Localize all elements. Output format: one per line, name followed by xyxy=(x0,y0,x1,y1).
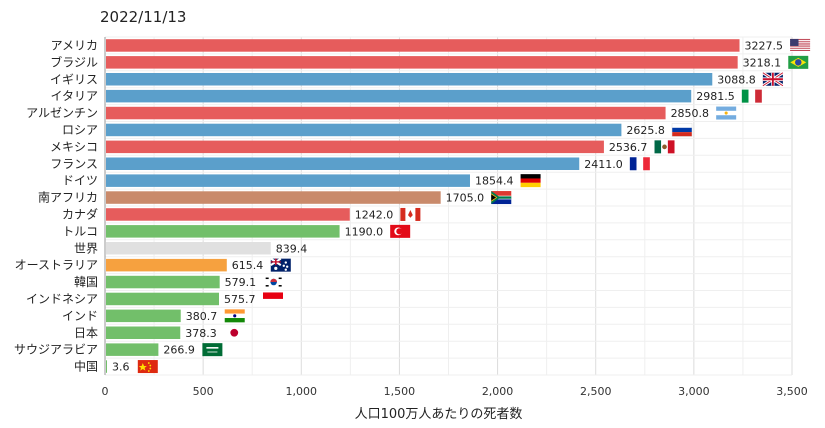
value-label: 1242.0 xyxy=(355,208,394,221)
x-tick-label: 3,500 xyxy=(776,385,808,398)
in-flag xyxy=(224,309,245,323)
value-label: 2536.7 xyxy=(609,141,648,154)
value-label: 3.6 xyxy=(112,361,130,374)
bar xyxy=(106,258,227,272)
x-axis-title: 人口100万人あたりの死者数 xyxy=(355,407,523,422)
category-label: サウジアラビア xyxy=(14,343,98,357)
bar xyxy=(106,174,470,187)
value-label: 2411.0 xyxy=(584,158,623,171)
value-label: 839.4 xyxy=(276,242,308,255)
us-flag xyxy=(790,38,811,52)
category-label: アメリカ xyxy=(51,38,98,52)
value-label: 579.1 xyxy=(225,276,257,289)
bar xyxy=(106,292,220,306)
category-label: 中国 xyxy=(74,359,98,374)
value-label: 380.7 xyxy=(186,310,218,323)
bar xyxy=(106,208,350,221)
cn-flag xyxy=(137,360,158,374)
gb-flag xyxy=(762,71,784,88)
br-flag xyxy=(788,55,809,69)
category-label: オーストラリア xyxy=(15,258,98,272)
ca-flag xyxy=(400,207,421,221)
category-label: カナダ xyxy=(62,206,98,221)
category-label: ドイツ xyxy=(62,174,98,188)
category-label: イギリス xyxy=(50,72,98,86)
bar xyxy=(106,89,692,103)
category-label: トルコ xyxy=(62,224,98,238)
fr-flag xyxy=(629,157,650,171)
bar xyxy=(106,140,604,154)
bar xyxy=(106,326,181,340)
id-flag xyxy=(263,292,284,306)
value-label: 3218.1 xyxy=(743,56,782,69)
category-label: ロシア xyxy=(62,123,98,137)
bar xyxy=(106,72,713,86)
category-label: イタリア xyxy=(50,89,98,103)
x-tick-label: 500 xyxy=(193,385,214,398)
bar xyxy=(106,343,159,356)
category-label: 世界 xyxy=(74,241,98,255)
category-label: メキシコ xyxy=(50,140,98,154)
bar xyxy=(106,225,340,238)
x-tick-label: 3,000 xyxy=(678,385,710,398)
value-label: 3088.8 xyxy=(717,73,756,86)
au-flag xyxy=(270,257,291,272)
x-tick-label: 1,500 xyxy=(384,385,416,398)
za-flag xyxy=(491,191,512,205)
value-label: 378.3 xyxy=(185,327,217,340)
value-label: 615.4 xyxy=(232,259,264,272)
value-label: 266.9 xyxy=(163,344,195,357)
date-label: 2022/11/13 xyxy=(100,8,187,26)
category-label: アルゼンチン xyxy=(26,106,98,120)
bar xyxy=(106,275,220,289)
category-label: 韓国 xyxy=(74,275,98,289)
bar xyxy=(106,157,580,171)
de-flag xyxy=(520,174,541,188)
bar xyxy=(106,39,740,52)
bar xyxy=(106,241,271,255)
value-label: 1854.4 xyxy=(475,175,513,188)
it-flag xyxy=(741,89,762,103)
bar xyxy=(106,123,622,137)
bar xyxy=(106,309,181,323)
bar xyxy=(106,191,441,204)
ar-flag xyxy=(716,106,737,120)
bar xyxy=(106,360,107,373)
value-label: 575.7 xyxy=(224,293,256,306)
x-tick-label: 2,500 xyxy=(580,385,612,398)
sa-flag xyxy=(202,343,223,357)
category-label: インドネシア xyxy=(26,292,98,306)
value-label: 1190.0 xyxy=(345,225,384,238)
value-label: 2625.8 xyxy=(626,124,665,137)
tr-flag xyxy=(390,224,411,238)
kr-flag xyxy=(263,275,284,289)
mx-flag xyxy=(654,140,675,154)
jp-flag xyxy=(224,326,245,340)
category-label: インド xyxy=(62,309,98,323)
category-label: 日本 xyxy=(74,326,98,340)
category-label: フランス xyxy=(50,157,98,171)
ru-flag xyxy=(671,123,693,137)
value-label: 2850.8 xyxy=(671,107,710,120)
category-label: 南アフリカ xyxy=(38,190,98,205)
value-label: 1705.0 xyxy=(446,192,485,205)
value-label: 2981.5 xyxy=(696,90,735,103)
category-label: ブラジル xyxy=(50,54,98,69)
bar xyxy=(106,56,738,69)
x-tick-label: 2,000 xyxy=(482,385,514,398)
value-label: 3227.5 xyxy=(745,39,784,52)
bar xyxy=(106,106,666,120)
x-tick-label: 1,000 xyxy=(286,385,318,398)
x-tick-label: 0 xyxy=(102,385,109,398)
